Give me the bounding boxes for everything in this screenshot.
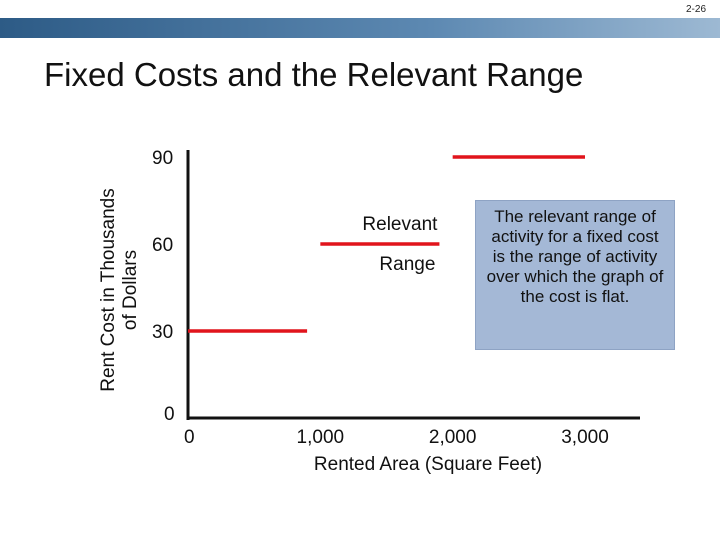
- relevant-range-callout: The relevant range of activity for a fix…: [475, 200, 675, 350]
- header-bar: [0, 18, 720, 38]
- x-tick-label-1,000: 1,000: [297, 427, 345, 448]
- y-origin-label: 0: [164, 404, 175, 425]
- x-axis-label: Rented Area (Square Feet): [313, 454, 543, 475]
- relevant-range-label-line-1: Relevant: [362, 214, 438, 235]
- page-title: Fixed Costs and the Relevant Range: [44, 56, 584, 93]
- x-origin-label: 0: [184, 427, 195, 448]
- x-tick-label-2,000: 2,000: [429, 427, 477, 448]
- y-tick-label-90: 90: [152, 148, 173, 169]
- y-tick-label-60: 60: [152, 235, 173, 256]
- y-tick-label-30: 30: [152, 322, 173, 343]
- x-tick-label-3,000: 3,000: [561, 427, 609, 448]
- slide-number: 2-26: [685, 4, 706, 15]
- relevant-range-label-line-2: Range: [379, 254, 435, 275]
